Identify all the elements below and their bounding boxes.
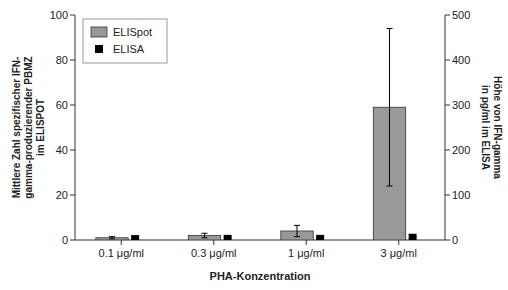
x-tick-label: 1 μg/ml — [288, 247, 324, 259]
legend-swatch — [95, 45, 103, 53]
y-tick — [70, 105, 75, 106]
error-bar — [202, 233, 208, 238]
y2-axis-label-line: Höhe von IFN-gamma — [492, 76, 503, 179]
y-axis-label-line: gamma-produzierender PBMZ — [23, 56, 34, 198]
y-tick-label: 0 — [62, 234, 68, 246]
x-tick-label: 0.1 μg/ml — [99, 247, 144, 259]
y-axis-label-line: im ELISPOT — [35, 99, 46, 156]
legend-label: ELISA — [113, 43, 145, 55]
y2-tick-label: 200 — [452, 144, 470, 156]
y-tick-label: 40 — [56, 144, 68, 156]
y2-tick-label: 0 — [452, 234, 458, 246]
y-tick-label: 100 — [50, 9, 68, 21]
series-scatter — [131, 234, 417, 240]
y-tick — [70, 15, 75, 16]
y2-tick — [445, 60, 450, 61]
x-tick-label: 0.3 μg/ml — [191, 247, 236, 259]
y-axis-line — [75, 15, 76, 240]
y2-tick-label: 100 — [452, 189, 470, 201]
y2-axis-label: Höhe von IFN-gammain pg/ml im ELISA — [480, 76, 503, 179]
y-tick — [70, 150, 75, 151]
x-tick — [306, 240, 307, 245]
y2-tick — [445, 240, 450, 241]
error-bar — [387, 29, 393, 187]
y-tick — [70, 240, 75, 241]
y2-tick — [445, 195, 450, 196]
y2-tick-label: 400 — [452, 54, 470, 66]
y2-tick — [445, 15, 450, 16]
marker — [409, 234, 417, 240]
legend-label: ELISpot — [113, 26, 152, 38]
y-tick — [70, 195, 75, 196]
x-tick — [121, 240, 122, 245]
y2-tick-label: 300 — [452, 99, 470, 111]
legend-box — [83, 19, 167, 63]
y2-tick — [445, 150, 450, 151]
error-bar — [109, 237, 115, 239]
legend: ELISpot ELISA — [83, 19, 167, 63]
y-axis-label: Mittlere Zahl spezifischer IFN-gamma-pro… — [11, 56, 46, 198]
x-tick — [213, 240, 214, 245]
y2-axis-line — [445, 15, 446, 240]
chart: 0 20 40 60 80 100 0 100 200 300 400 500 0.1 μg/ml 0.3… — [0, 0, 508, 290]
error-bar — [294, 225, 300, 236]
x-axis-label: PHA-Konzentration — [210, 270, 311, 282]
axes: 0 20 40 60 80 100 0 100 200 300 400 500 0.1 μg/ml 0.3… — [50, 9, 471, 259]
marker — [131, 235, 139, 240]
y2-tick — [445, 105, 450, 106]
y2-tick-label: 500 — [452, 9, 470, 21]
marker — [224, 235, 232, 240]
legend-swatch — [91, 27, 107, 37]
y-axis-label-line: Mittlere Zahl spezifischer IFN- — [11, 57, 22, 199]
marker — [316, 235, 324, 240]
y-tick — [70, 60, 75, 61]
y2-axis-label-line: in pg/ml im ELISA — [480, 85, 491, 170]
x-tick-label: 3 μg/ml — [381, 247, 417, 259]
y-tick-label: 20 — [56, 189, 68, 201]
y-tick-label: 80 — [56, 54, 68, 66]
x-tick — [398, 240, 399, 245]
y-tick-label: 60 — [56, 99, 68, 111]
